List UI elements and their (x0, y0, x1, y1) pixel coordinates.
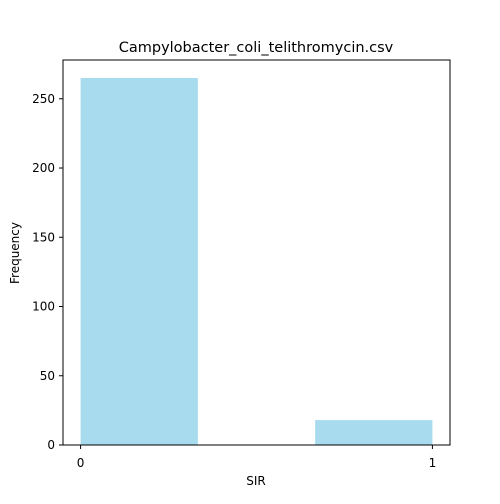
x-tick-label-0: 0 (77, 456, 85, 470)
y-tick-label-2: 100 (32, 300, 55, 314)
y-axis-label: Frequency (8, 222, 22, 284)
histogram-bar-0 (80, 78, 198, 445)
y-tick-label-4: 200 (32, 161, 55, 175)
histogram-bar-1 (315, 420, 433, 445)
x-axis-label: SIR (246, 474, 266, 488)
y-axis: 0 50 100 150 200 250 (32, 92, 63, 452)
chart-title: Campylobacter_coli_telithromycin.csv (119, 40, 394, 56)
y-tick-label-3: 150 (32, 230, 55, 244)
y-tick-label-5: 250 (32, 92, 55, 106)
bars-layer (80, 78, 433, 445)
y-tick-label-1: 50 (40, 369, 55, 383)
plot-frame (62, 59, 451, 446)
x-tick-label-1: 1 (429, 456, 437, 470)
y-tick-label-0: 0 (47, 438, 55, 452)
